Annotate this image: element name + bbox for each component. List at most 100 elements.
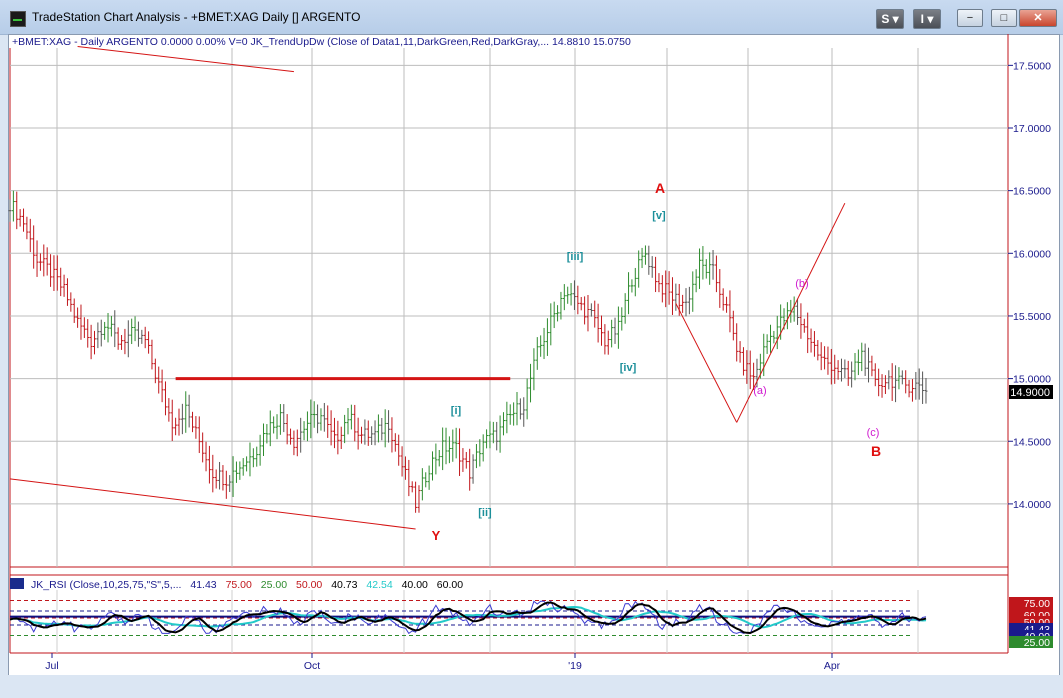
trend-line-channel-bottom[interactable] <box>9 478 416 530</box>
trend-lines <box>9 46 846 530</box>
price-bar <box>349 404 353 430</box>
price-bar <box>687 286 691 315</box>
price-bar <box>616 306 620 349</box>
price-bar <box>126 320 130 358</box>
price-tick-label: 14.5000 <box>1013 436 1051 448</box>
price-bar <box>681 294 685 313</box>
price-bar <box>69 292 73 312</box>
price-bar <box>603 324 607 355</box>
price-bar <box>806 312 810 354</box>
price-bar <box>197 416 201 454</box>
price-bar <box>424 472 428 488</box>
price-bar <box>829 348 833 385</box>
price-bar <box>627 272 631 315</box>
price-bar <box>62 274 66 297</box>
price-bar <box>248 442 252 477</box>
i-label: I <box>920 12 924 26</box>
price-bar <box>647 245 651 275</box>
plot-area[interactable] <box>10 48 1008 568</box>
price-bar <box>796 298 800 325</box>
price-bar <box>268 410 272 447</box>
app-icon <box>10 11 26 27</box>
price-bar <box>664 270 668 308</box>
price-bar <box>880 374 884 398</box>
price-bar <box>82 317 86 339</box>
price-bar <box>542 327 546 360</box>
price-bar <box>120 335 124 350</box>
price-bar <box>485 429 489 449</box>
price-bar <box>752 362 756 390</box>
price-bar <box>478 439 482 467</box>
symbol-link-i-button[interactable]: I ▾ <box>913 9 941 29</box>
price-bar <box>877 368 881 397</box>
price-bar <box>745 350 749 384</box>
price-bar <box>559 291 563 320</box>
price-bar <box>894 365 898 403</box>
price-bar <box>799 303 803 339</box>
price-bar <box>72 298 76 323</box>
price-bar <box>755 358 759 388</box>
price-tick-label: 15.0000 <box>1013 374 1051 386</box>
price-bar <box>437 450 441 467</box>
price-tick-label: 15.5000 <box>1013 311 1051 323</box>
price-bar <box>400 446 404 477</box>
price-bar <box>718 269 722 308</box>
price-bar <box>238 461 242 480</box>
price-bar <box>272 416 276 434</box>
price-bar <box>714 255 718 293</box>
price-bar <box>701 246 705 280</box>
price-bar <box>295 429 299 457</box>
price-bar <box>332 417 336 449</box>
price-bar <box>163 381 167 416</box>
price-bar <box>427 465 431 490</box>
price-bar <box>623 293 627 324</box>
price-bar <box>454 427 458 459</box>
symbol-link-s-button[interactable]: S ▾ <box>876 9 904 29</box>
rsi-value-line: 40.73 <box>331 579 357 591</box>
price-bar <box>637 250 641 288</box>
price-bar <box>410 481 414 493</box>
price-bar <box>535 337 539 370</box>
price-bar <box>373 420 377 446</box>
trend-line-c-leg[interactable] <box>675 303 738 423</box>
price-bar <box>387 410 391 443</box>
price-bar <box>515 391 519 426</box>
price-bar <box>42 244 46 277</box>
rsi-axis-badge <box>1009 597 1053 609</box>
rsi-axis-badge <box>1009 636 1053 648</box>
trend-line-channel-top[interactable] <box>77 46 294 73</box>
date-tick-label: Apr <box>824 660 841 672</box>
price-bar <box>708 252 712 285</box>
price-bar <box>508 404 512 425</box>
price-bar <box>174 417 178 436</box>
price-bar <box>769 324 772 353</box>
rsi-icon <box>10 578 24 589</box>
wave-label-iii: [iii] <box>567 251 584 263</box>
rsi-line <box>9 600 927 635</box>
price-bar <box>356 417 360 450</box>
price-bar <box>491 421 495 444</box>
rsi-value-current: 41.43 <box>190 579 216 591</box>
price-bar <box>711 250 715 280</box>
price-bar <box>549 303 553 346</box>
price-bar <box>302 421 306 441</box>
price-tick-label: 16.5000 <box>1013 186 1051 198</box>
trend-line-projection[interactable] <box>736 202 846 423</box>
date-tick-label: Jul <box>45 660 58 672</box>
price-bar <box>18 209 22 227</box>
close-button[interactable]: ✕ <box>1019 9 1057 27</box>
rsi-pane[interactable] <box>9 600 927 636</box>
minimize-button[interactable]: − <box>957 9 983 27</box>
rsi-axis-label: 25.00 <box>1024 637 1050 649</box>
wave-label-b: B <box>871 443 881 459</box>
price-bar <box>481 434 485 462</box>
price-bar <box>160 369 164 403</box>
rsi-value-25: 25.00 <box>261 579 287 591</box>
price-bar <box>468 448 472 491</box>
maximize-button[interactable]: □ <box>991 9 1017 27</box>
price-bar <box>353 404 357 442</box>
s-label: S <box>881 12 890 26</box>
rsi-value-60: 60.00 <box>437 579 463 591</box>
